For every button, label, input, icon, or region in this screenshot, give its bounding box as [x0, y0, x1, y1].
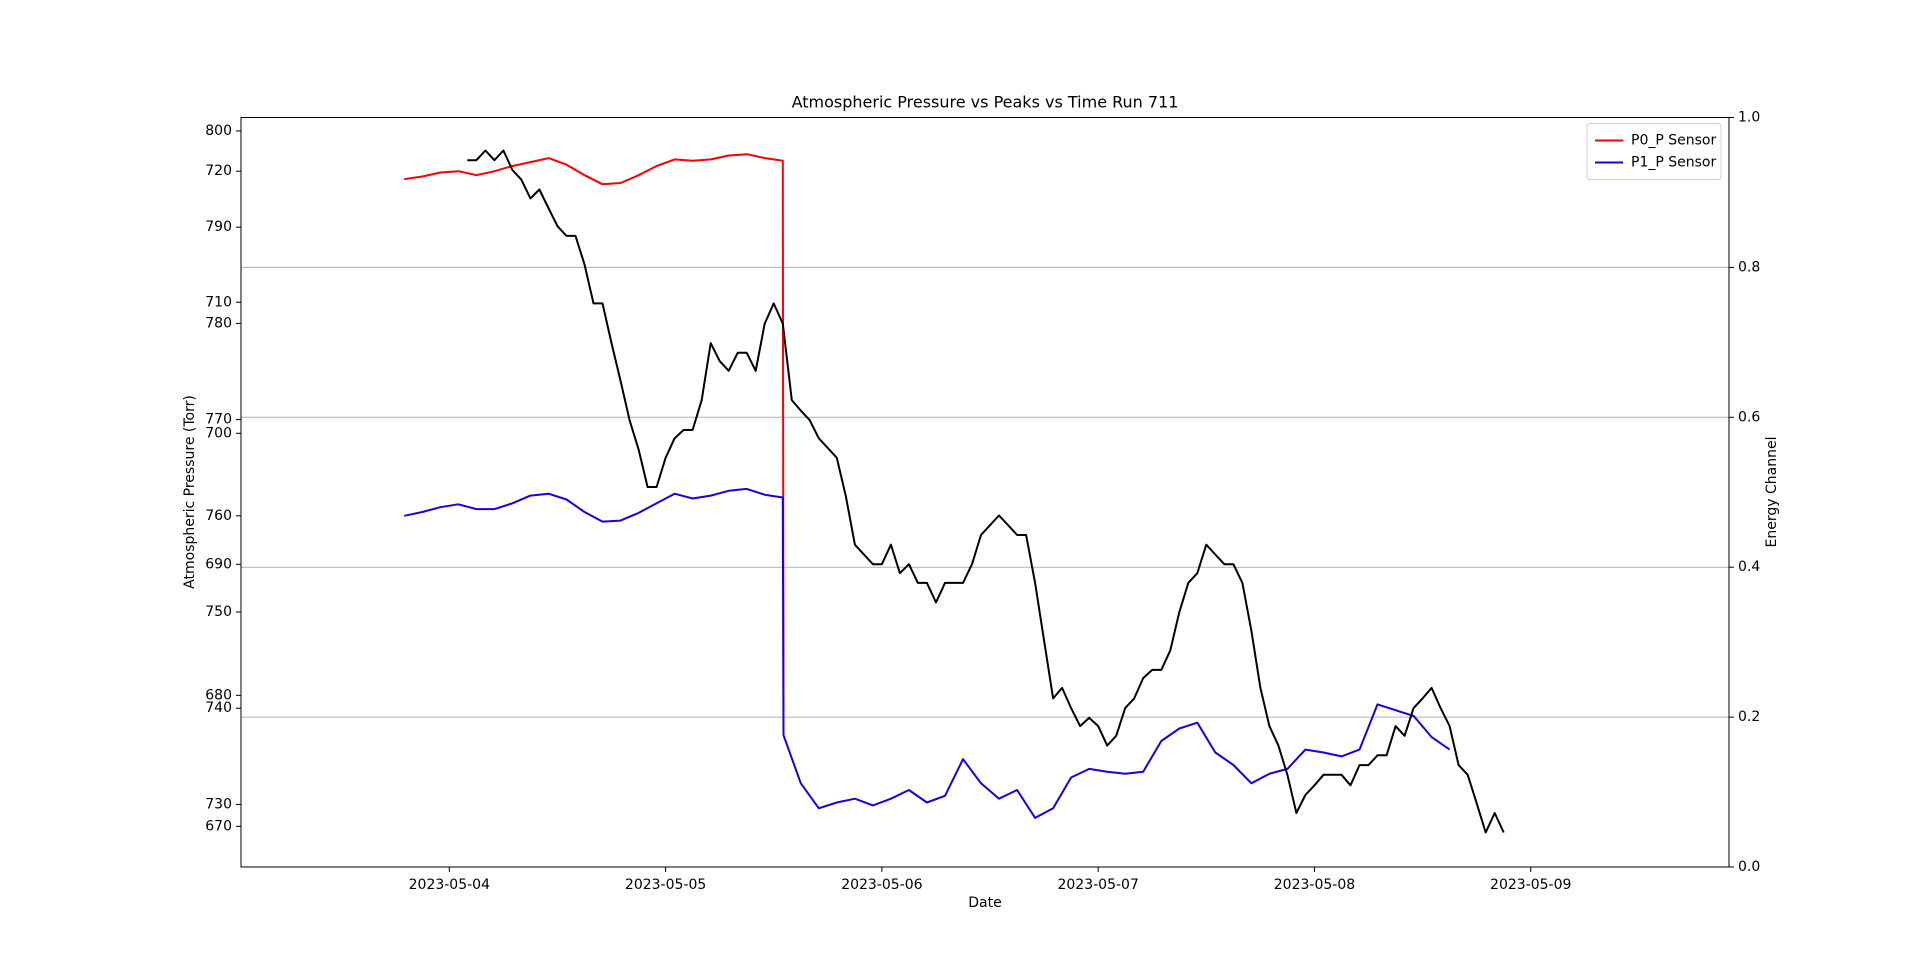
y2-tick-label: 0.2 — [1738, 709, 1760, 725]
y3-tick-label: 680 — [205, 687, 232, 703]
series-line — [467, 149, 1505, 834]
y-tick-label: 770 — [205, 412, 232, 428]
y3-tick-label: 670 — [205, 818, 232, 834]
y-tick-label: 740 — [205, 700, 232, 716]
legend-label: P0_P Sensor — [1631, 133, 1716, 149]
x-tick-label: 2023-05-05 — [625, 877, 706, 893]
series-line — [404, 487, 1451, 819]
legend-label: P1_P Sensor — [1631, 155, 1716, 171]
y-tick-label: 730 — [205, 796, 232, 812]
y-axis-label: Atmospheric Pressure (Torr) — [182, 395, 198, 589]
y3-tick-label: 700 — [205, 425, 232, 441]
y2-tick-label: 1.0 — [1738, 110, 1760, 126]
x-axis-label: Date — [968, 895, 1001, 911]
y2-tick-label: 0.0 — [1738, 859, 1760, 875]
y-tick-label: 760 — [205, 508, 232, 524]
y-tick-label: 780 — [205, 315, 232, 331]
y-tick-label: 750 — [205, 604, 232, 620]
y-tick-label: 790 — [205, 219, 232, 235]
x-tick-label: 2023-05-09 — [1490, 877, 1571, 893]
series-line — [404, 153, 785, 735]
x-tick-label: 2023-05-08 — [1274, 877, 1355, 893]
x-tick-label: 2023-05-04 — [409, 877, 490, 893]
x-tick-label: 2023-05-06 — [841, 877, 922, 893]
y-tick-label: 800 — [205, 123, 232, 139]
y2-tick-label: 0.4 — [1738, 559, 1760, 575]
y3-tick-label: 710 — [205, 294, 232, 310]
y2-tick-label: 0.6 — [1738, 409, 1760, 425]
y2-axis-label: Energy Channel — [1764, 437, 1780, 548]
y2-tick-label: 0.8 — [1738, 259, 1760, 275]
y3-tick-label: 720 — [205, 163, 232, 179]
plot-frame — [240, 117, 1730, 868]
legend-box — [1586, 123, 1722, 180]
x-tick-label: 2023-05-07 — [1057, 877, 1138, 893]
chart-title: Atmospheric Pressure vs Peaks vs Time Ru… — [792, 93, 1179, 112]
y3-tick-label: 690 — [205, 556, 232, 572]
